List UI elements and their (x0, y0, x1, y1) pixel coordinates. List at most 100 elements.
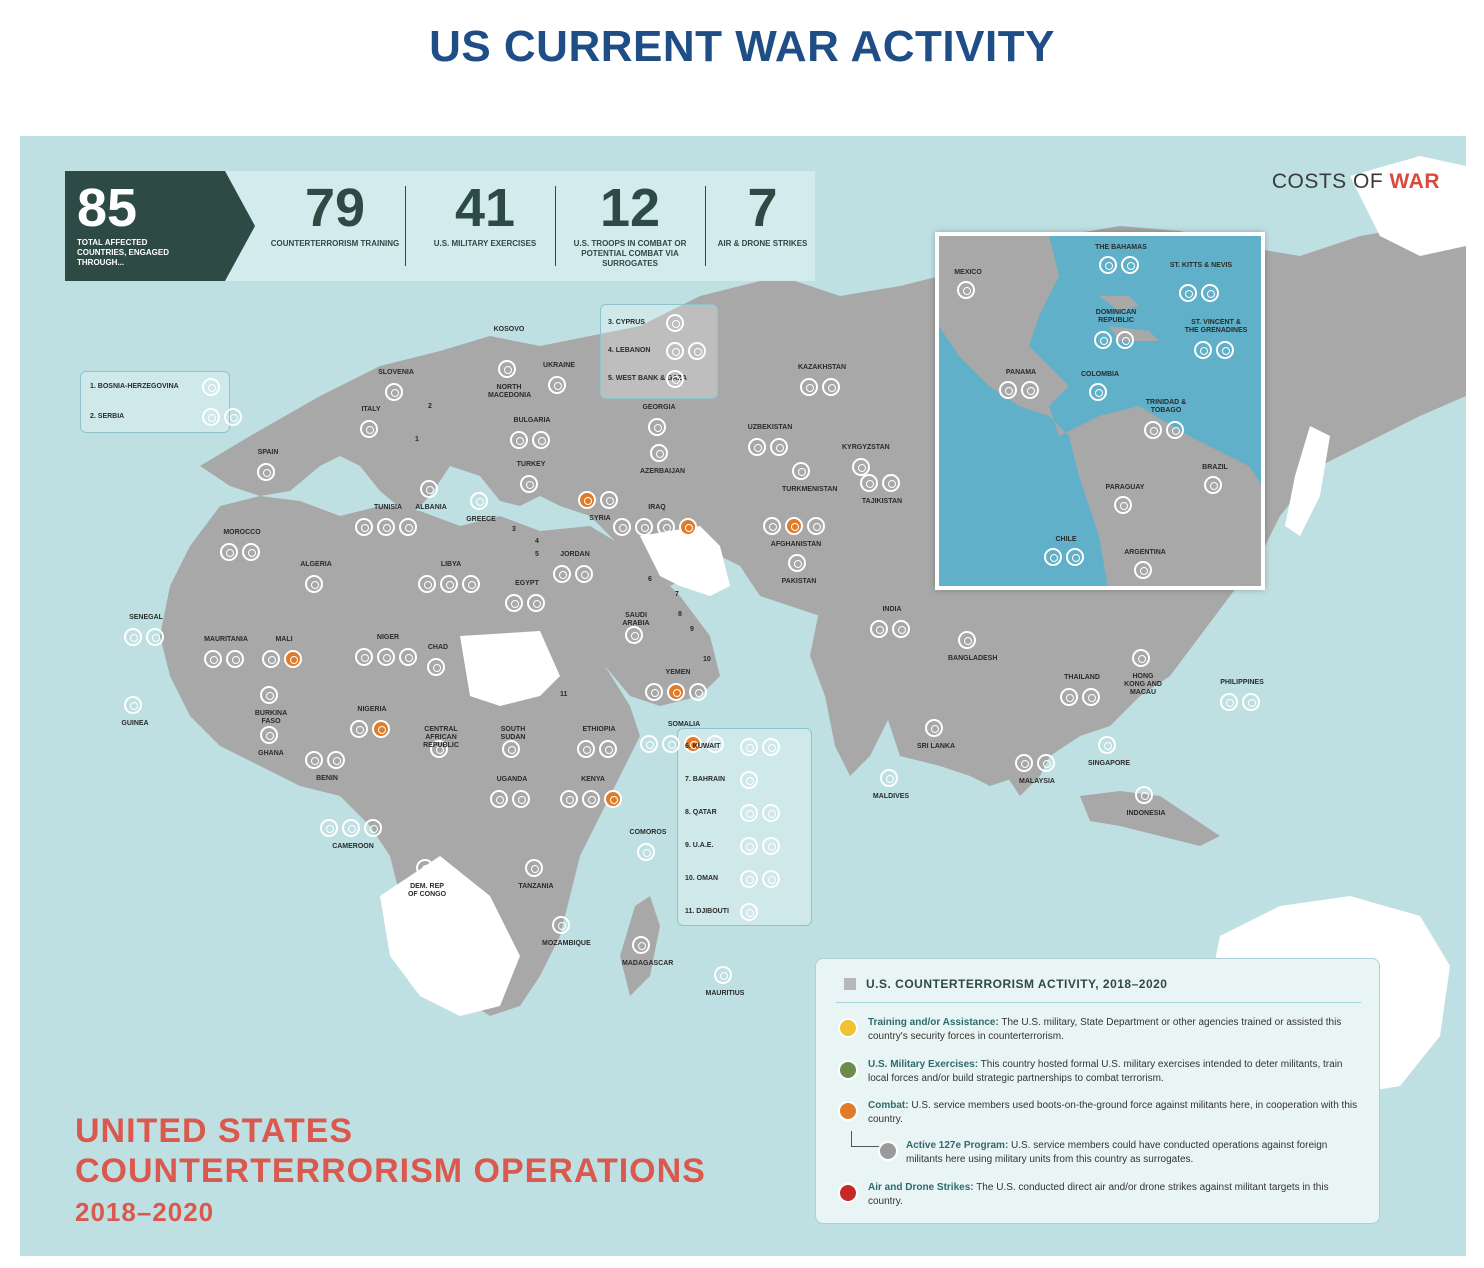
training-icon (648, 418, 666, 436)
combat-icon (284, 650, 302, 668)
exercises-icon (377, 518, 395, 536)
country-label: NIGER (376, 634, 400, 641)
exercises-icon (762, 837, 780, 855)
country-label: CHAD (427, 644, 449, 651)
training-icon (1044, 548, 1062, 566)
inset-country-label: ST. KITTS & NEVIS (1169, 262, 1233, 269)
legend-head: Combat: (868, 1100, 909, 1111)
exercises-icon (599, 740, 617, 758)
country-label: KOSOVO (493, 326, 525, 333)
exercises-icon (532, 431, 550, 449)
training-icon (427, 658, 445, 676)
map-number-marker: 5 (535, 551, 539, 558)
training-icon (1204, 476, 1222, 494)
exercises-icon (1066, 548, 1084, 566)
training-icon (1134, 561, 1152, 579)
stat-combat-label: U.S. TROOPS IN COMBAT OR POTENTIAL COMBA… (573, 239, 687, 268)
country-label: TURKEY (516, 461, 546, 468)
inset-country-label: MEXICO (954, 269, 982, 276)
legend-head: Training and/or Assistance: (868, 1017, 999, 1028)
box-item-label: 8. QATAR (685, 809, 717, 816)
training-icon (1060, 688, 1078, 706)
country-label: CAMEROON (332, 843, 374, 850)
inset-land (939, 236, 1261, 586)
map-number-marker: 10 (703, 656, 711, 663)
stat-strikes-label: AIR & DRONE STRIKES (717, 239, 808, 248)
training-icon (748, 438, 766, 456)
inset-country-label: THE BAHAMAS (1095, 244, 1147, 251)
stat-divider (405, 186, 406, 266)
map-number-marker: 2 (428, 403, 432, 410)
country-label: BULGARIA (513, 417, 551, 424)
training-icon (305, 751, 323, 769)
map-number-marker: 9 (690, 626, 694, 633)
exercises-icon (1201, 284, 1219, 302)
training-icon (666, 314, 684, 332)
inset-country-label: CHILE (1055, 536, 1077, 543)
legend-row-exercises: U.S. Military Exercises: This country ho… (868, 1058, 1358, 1086)
exercises-icon (1021, 381, 1039, 399)
combat-icon (604, 790, 622, 808)
country-label: THAILAND (1064, 674, 1100, 681)
training-icon (560, 790, 578, 808)
combat-icon (372, 720, 390, 738)
exercises-icon (882, 474, 900, 492)
land-central-africa-unaffected (460, 631, 560, 706)
legend-head: U.S. Military Exercises: (868, 1059, 979, 1070)
country-label: PHILIPPINES (1220, 679, 1264, 686)
training-icon (385, 383, 403, 401)
box-item-label: 4. LEBANON (608, 347, 651, 354)
stat-primary-arrow (65, 171, 255, 281)
training-icon (204, 650, 222, 668)
legend-head: Air and Drone Strikes: (868, 1182, 974, 1193)
land-southern-africa (380, 856, 520, 1016)
training-icon (740, 804, 758, 822)
strikes-icon (462, 575, 480, 593)
training-icon (740, 870, 758, 888)
training-icon (1135, 786, 1153, 804)
stat-strikes: 7 AIR & DRONE STRIKES (710, 171, 815, 281)
legend-text: U.S. service members could have conducte… (906, 1140, 1328, 1165)
map-title-line2: COUNTERTERRORISM OPERATIONS (75, 1152, 706, 1190)
country-label: SOMALIA (667, 721, 701, 728)
map-title-years: 2018–2020 (75, 1197, 215, 1227)
training-icon (548, 376, 566, 394)
training-icon (220, 543, 238, 561)
country-label: SYRIA (589, 515, 611, 522)
country-label: GREECE (466, 516, 496, 523)
legend-row-127e: Active 127e Program: U.S. service member… (906, 1139, 1361, 1167)
country-label: MADAGASCAR (622, 960, 674, 967)
stat-combat-value: 12 (599, 178, 661, 238)
inset-country-label: PARAGUAY (1105, 484, 1145, 491)
map-title-block: UNITED STATES COUNTERTERRORISM OPERATION… (75, 1111, 706, 1228)
stat-exercises-label: U.S. MILITARY EXERCISES (433, 239, 537, 248)
country-label: SAUDI ARABIA (622, 612, 650, 627)
training-icon (792, 462, 810, 480)
stat-training-label: COUNTERTERRORISM TRAINING (270, 239, 400, 248)
program127e-icon (399, 518, 417, 536)
training-icon (124, 628, 142, 646)
training-icon (714, 966, 732, 984)
country-label: NIGERIA (357, 706, 387, 713)
exercises-icon (470, 492, 488, 510)
strikes-icon (657, 518, 675, 536)
inset-country-label: ST. VINCENT & THE GRENADINES (1184, 319, 1248, 334)
country-label: MOROCCO (223, 529, 261, 536)
training-icon (740, 771, 758, 789)
strikes-icon (807, 517, 825, 535)
brand-text: COSTS OF (1271, 170, 1390, 193)
program127e-icon (440, 575, 458, 593)
training-icon (320, 819, 338, 837)
stat-divider (555, 186, 556, 266)
country-label: MALDIVES (872, 793, 910, 800)
country-label: GHANA (258, 750, 284, 757)
country-label: TURKMENISTAN (782, 486, 838, 493)
americas-inset-map: MEXICO THE BAHAMAS ST. KITTS & NEVIS DOMINI… (935, 232, 1265, 590)
training-icon (1114, 496, 1132, 514)
country-label: IRAQ (648, 504, 666, 511)
stat-exercises: 41 U.S. MILITARY EXERCISES (410, 171, 560, 281)
training-icon (650, 444, 668, 462)
exercises-icon (1116, 331, 1134, 349)
training-icon (202, 408, 220, 426)
training-icon (957, 281, 975, 299)
